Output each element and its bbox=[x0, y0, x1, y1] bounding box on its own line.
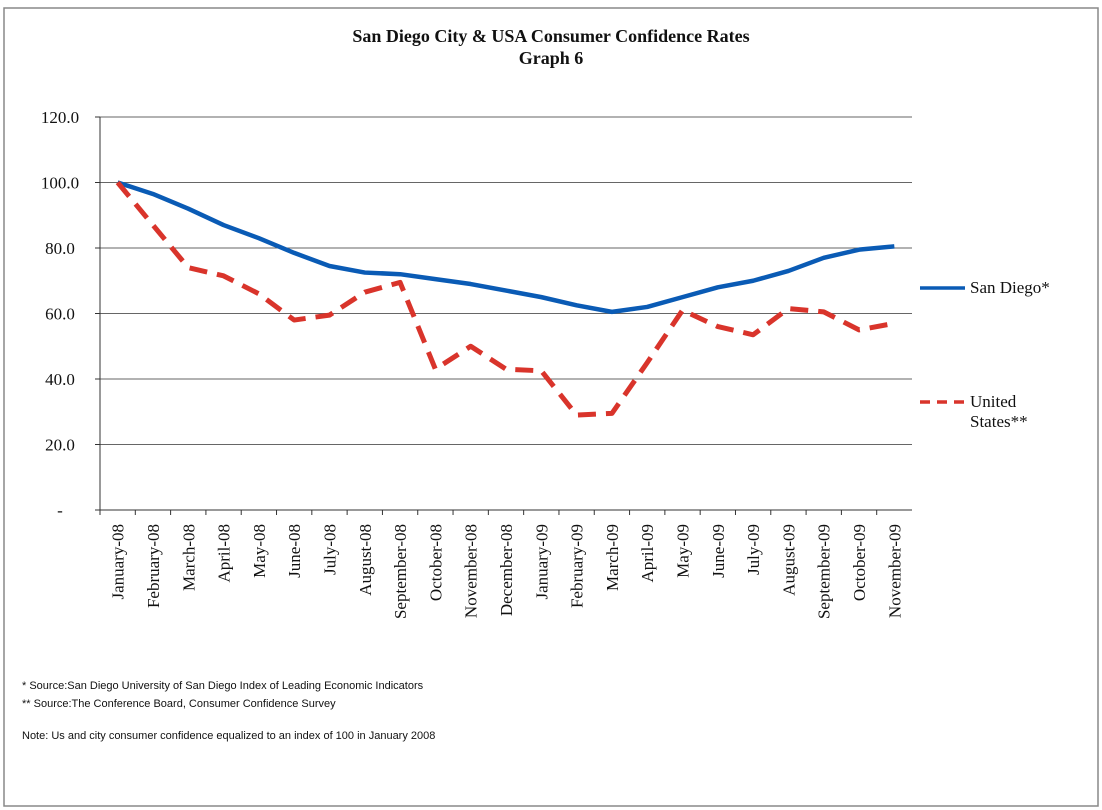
y-tick-label: - bbox=[57, 501, 63, 520]
x-tick-label: August-08 bbox=[356, 524, 375, 596]
x-tick-label: August-09 bbox=[779, 524, 798, 596]
y-tick-label: 40.0 bbox=[45, 370, 75, 389]
x-tick-label: February-08 bbox=[144, 524, 163, 608]
x-tick-label: January-08 bbox=[109, 524, 128, 600]
x-tick-label: October-08 bbox=[426, 524, 445, 601]
x-tick-label: September-08 bbox=[391, 524, 410, 619]
x-tick-label: May-09 bbox=[674, 524, 693, 578]
frame bbox=[3, 7, 1099, 807]
annotation: ** Source:The Conference Board, Consumer… bbox=[22, 698, 336, 710]
y-tick-label: 60.0 bbox=[45, 305, 75, 324]
chart-title: San Diego City & USA Consumer Confidence… bbox=[352, 26, 749, 46]
x-tick-label: March-08 bbox=[179, 524, 198, 591]
legend-label: United States** bbox=[970, 392, 1028, 431]
x-tick-label: April-08 bbox=[215, 524, 234, 583]
series-line bbox=[116, 180, 895, 315]
x-tick-label: June-09 bbox=[709, 524, 728, 578]
chart-subtitle: Graph 6 bbox=[519, 48, 584, 68]
series-line bbox=[115, 180, 895, 418]
annotation: * Source:San Diego University of San Die… bbox=[22, 680, 424, 692]
x-tick-label: July-08 bbox=[320, 524, 339, 575]
x-tick-label: June-08 bbox=[285, 524, 304, 578]
x-tick-label: November-08 bbox=[462, 524, 481, 618]
x-tick-label: February-09 bbox=[568, 524, 587, 608]
y-tick-label: 20.0 bbox=[45, 436, 75, 455]
x-tick-label: October-09 bbox=[850, 524, 869, 601]
legend-label: San Diego* bbox=[970, 278, 1050, 297]
x-tick-label: November-09 bbox=[885, 524, 904, 618]
y-tick-label: 100.0 bbox=[41, 174, 79, 193]
x-tick-label: May-08 bbox=[250, 524, 269, 578]
x-tick-label: March-09 bbox=[603, 524, 622, 591]
y-tick-label: 80.0 bbox=[45, 239, 75, 258]
y-tick-label: 120.0 bbox=[41, 108, 79, 127]
x-tick-label: July-09 bbox=[744, 524, 763, 575]
annotation: Note: Us and city consumer confidence eq… bbox=[22, 730, 436, 742]
x-tick-label: January-09 bbox=[532, 524, 551, 600]
x-tick-label: April-09 bbox=[638, 524, 657, 583]
x-tick-label: December-08 bbox=[497, 524, 516, 616]
x-tick-label: September-09 bbox=[815, 524, 834, 619]
